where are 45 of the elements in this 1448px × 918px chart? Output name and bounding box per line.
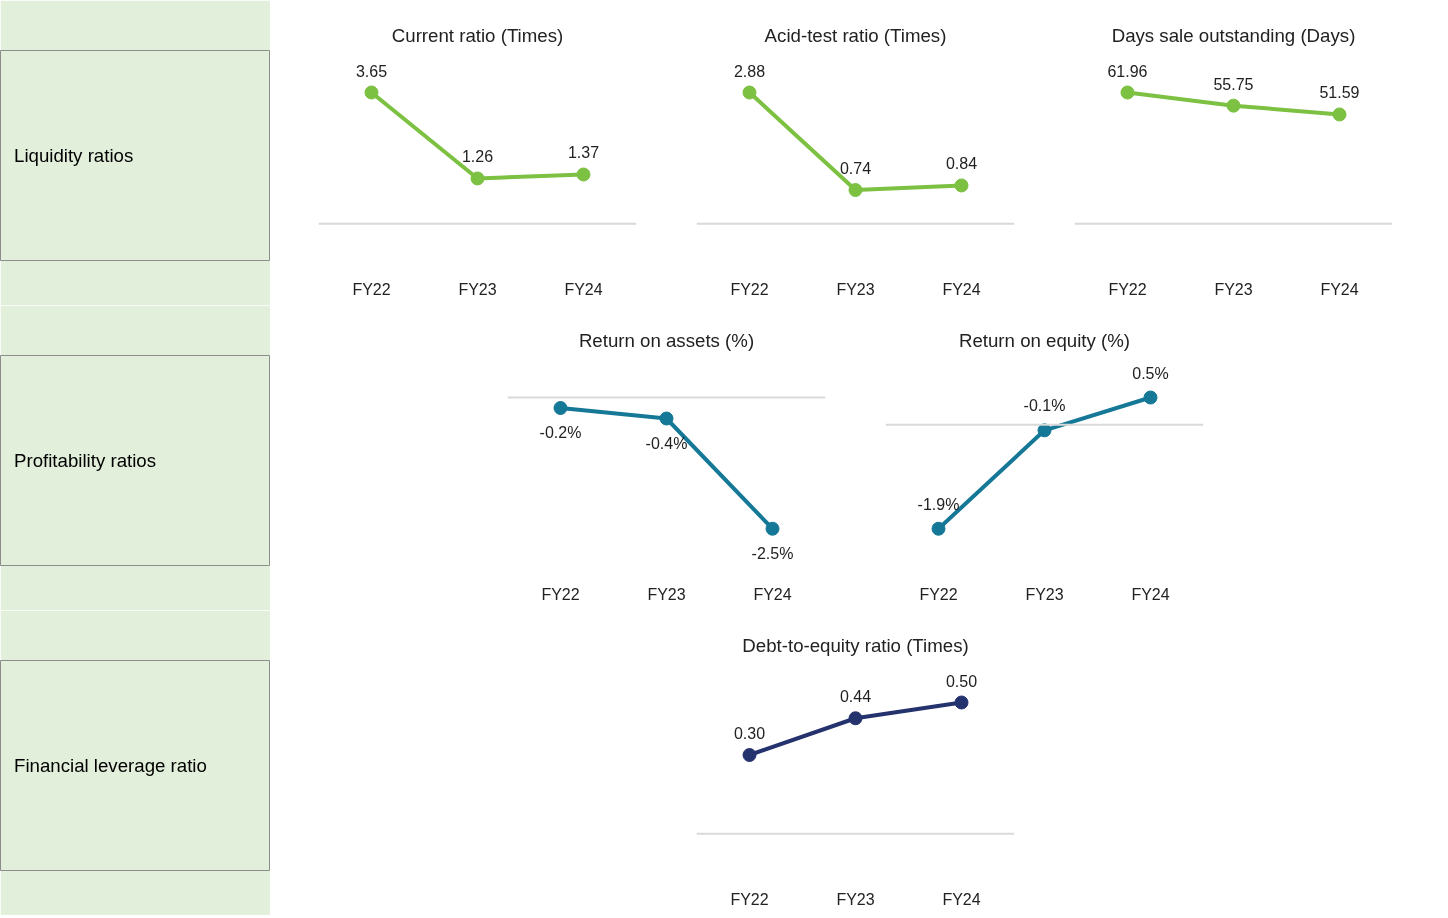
data-label: 0.84: [945, 155, 978, 173]
x-tick-label: FY24: [753, 585, 792, 603]
data-label: -0.1%: [1023, 397, 1066, 415]
x-tick-label: FY22: [730, 890, 769, 908]
x-tick-label: FY22: [730, 280, 769, 298]
x-tick-label: FY23: [836, 890, 875, 908]
x-tick-label: FY23: [1214, 280, 1253, 298]
x-tick-label: FY23: [1025, 585, 1064, 603]
x-tick-label: FY24: [564, 280, 603, 298]
chart-title: Return on assets (%): [578, 329, 755, 351]
text: Profitability ratios: [14, 450, 157, 471]
data-label: -0.4%: [645, 434, 688, 452]
data-label: -1.9%: [917, 495, 960, 513]
data-label: -2.5%: [751, 544, 794, 562]
x-tick-label: FY22: [541, 585, 580, 603]
chart-title: Days sale outstanding (Days): [1111, 24, 1356, 46]
x-tick-label: FY23: [647, 585, 686, 603]
data-label: -0.2%: [539, 424, 582, 441]
chart-title: Return on equity (%): [958, 329, 1131, 351]
data-label: 0.44: [839, 688, 872, 706]
x-tick-label: FY24: [942, 280, 981, 298]
x-tick-label: FY22: [352, 280, 391, 298]
x-tick-label: FY24: [942, 890, 981, 908]
chart-title: Debt-to-equity ratio (Times): [742, 634, 969, 656]
text: Financial leverage ratio: [14, 755, 207, 776]
data-label: 0.30: [733, 725, 766, 742]
data-label: 0.74: [839, 160, 872, 178]
chart-title: Current ratio (Times): [391, 24, 564, 46]
chart-title: Acid-test ratio (Times): [764, 24, 947, 46]
data-label: 61.96: [1107, 62, 1148, 80]
data-label: 1.26: [461, 148, 494, 166]
x-tick-label: FY24: [1320, 280, 1359, 298]
data-label: 3.65: [355, 62, 388, 80]
x-tick-label: FY23: [458, 280, 497, 298]
data-label: 0.50: [945, 672, 978, 690]
data-label: 55.75: [1213, 75, 1254, 93]
x-tick-label: FY22: [919, 585, 958, 603]
data-label: 0.5%: [1132, 364, 1169, 382]
data-label: 2.88: [733, 62, 766, 80]
data-label: 1.37: [567, 144, 600, 162]
data-label: 51.59: [1319, 84, 1360, 102]
text: Liquidity ratios: [14, 145, 134, 166]
x-tick-label: FY23: [836, 280, 875, 298]
x-tick-label: FY22: [1108, 280, 1147, 298]
x-tick-label: FY24: [1131, 585, 1170, 603]
